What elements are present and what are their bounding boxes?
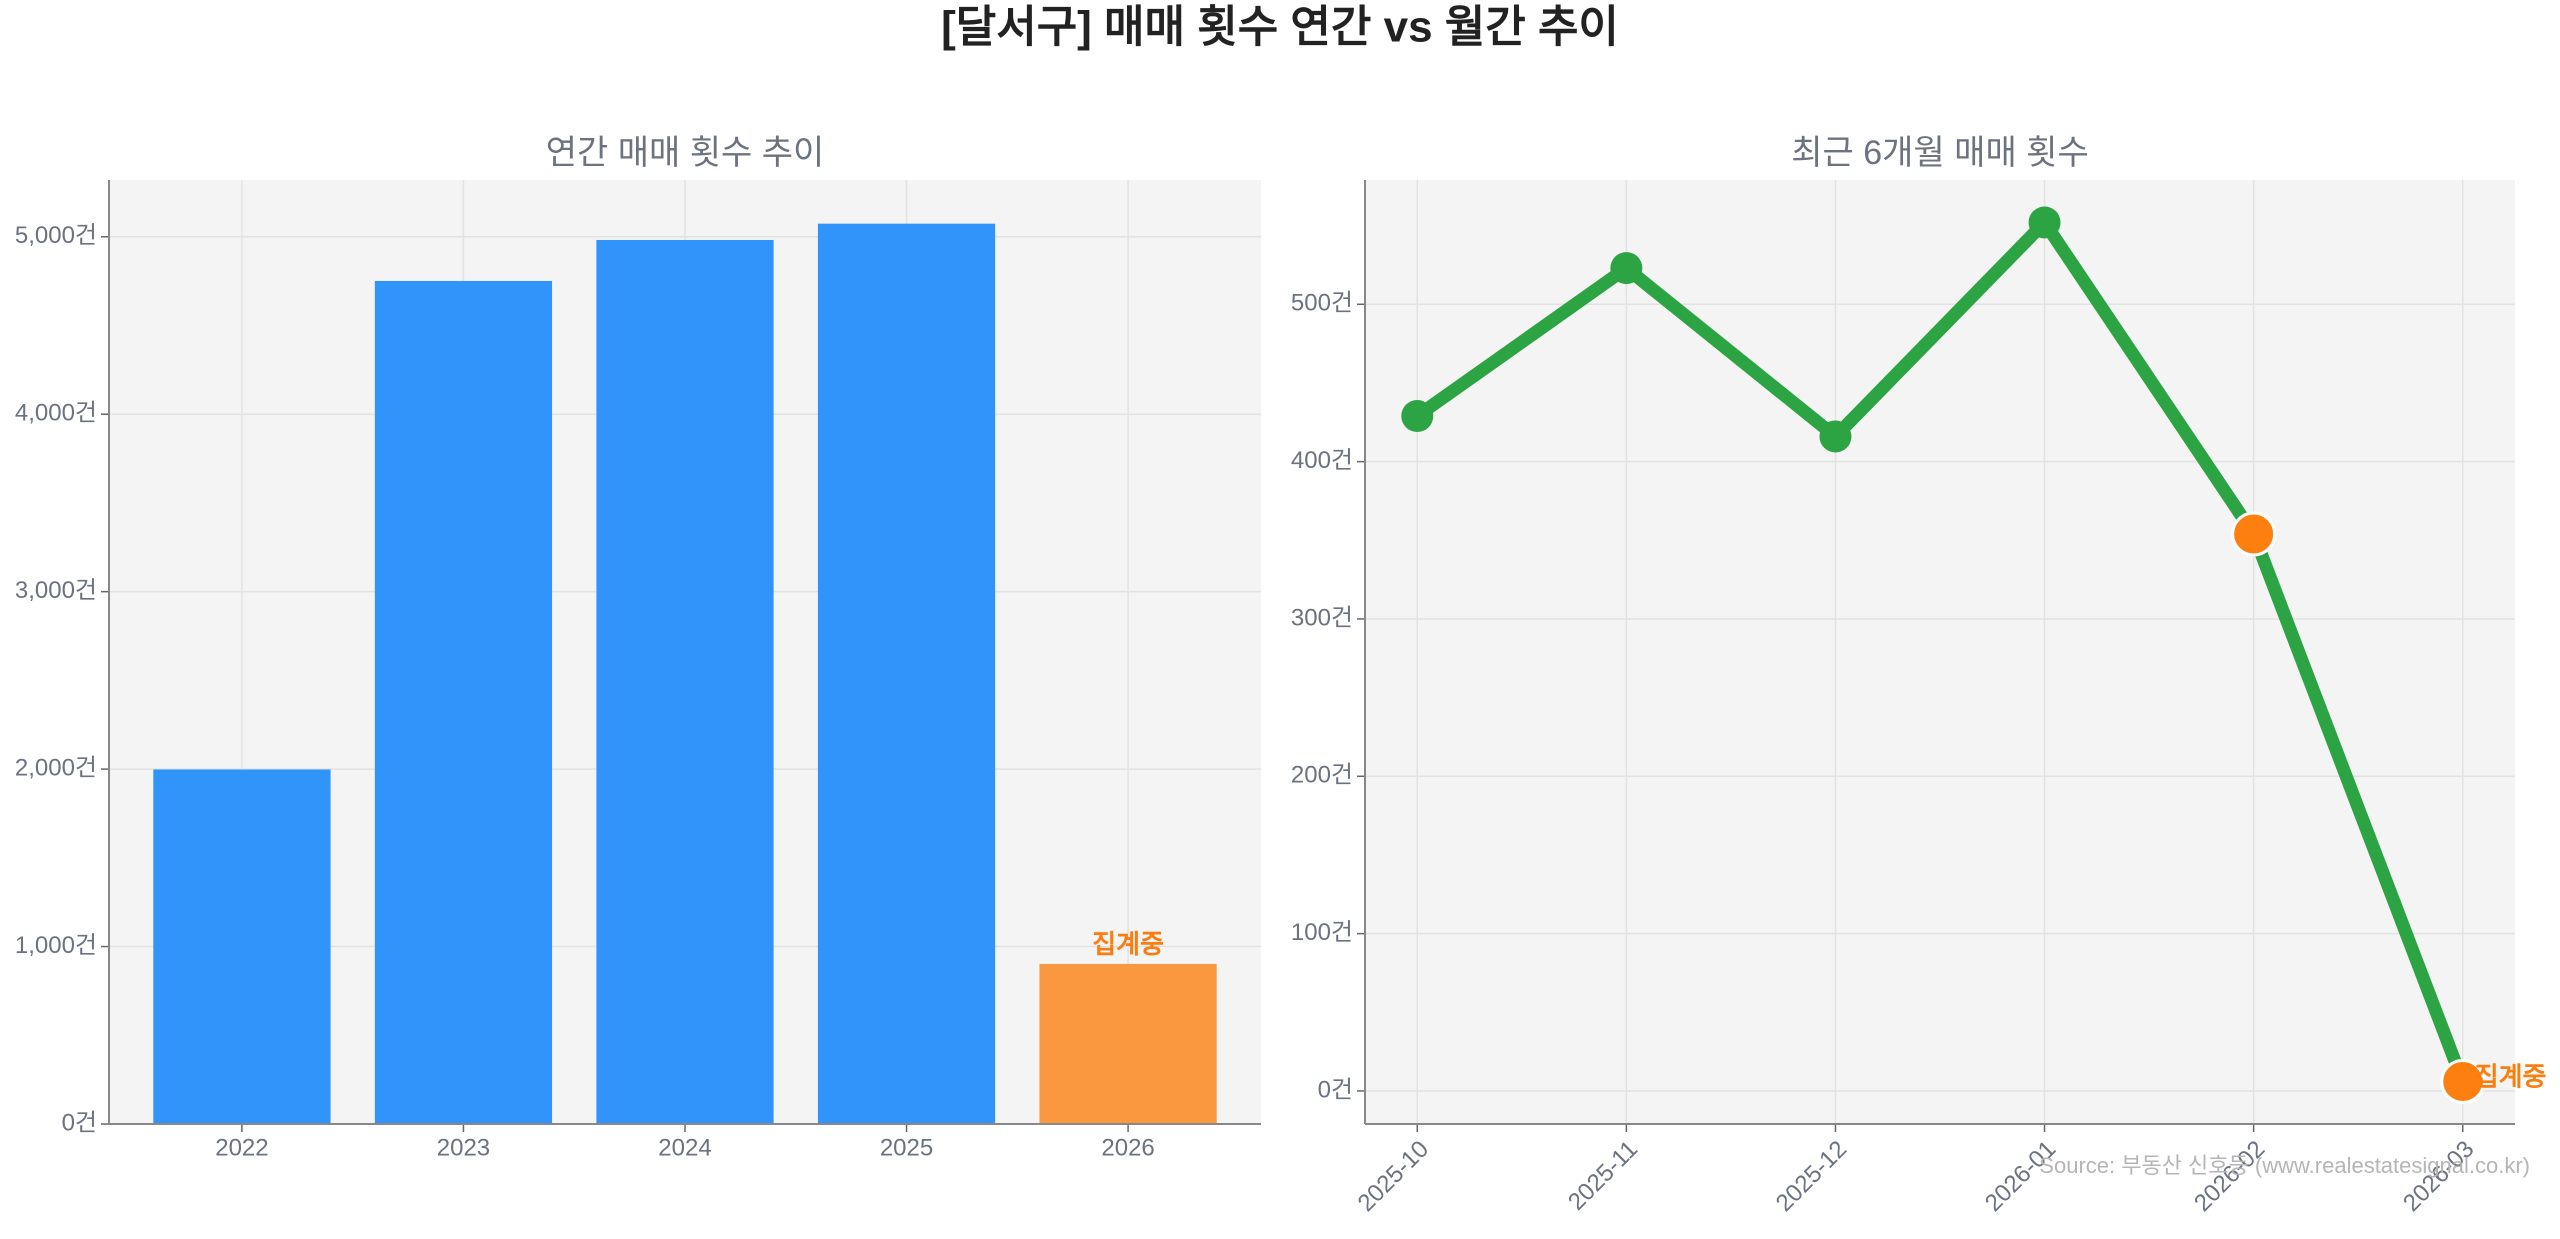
y-tick-label: 200건 xyxy=(1291,762,1353,789)
y-tick-label: 400건 xyxy=(1291,447,1353,474)
marker xyxy=(2028,206,2061,239)
y-tick-label: 300건 xyxy=(1291,604,1353,631)
annotation: 집계중 xyxy=(1092,929,1164,959)
x-tick-label: 2026 xyxy=(1101,1134,1154,1161)
x-tick-label: 2025 xyxy=(880,1134,933,1161)
bar xyxy=(374,280,553,1124)
marker xyxy=(2440,1059,2486,1105)
y-tick-label: 5,000건 xyxy=(15,222,97,249)
bar xyxy=(1039,963,1217,1124)
x-tick-label: 2025-11 xyxy=(1563,1136,1643,1216)
y-tick-label: 1,000건 xyxy=(15,932,97,959)
y-tick-label: 4,000건 xyxy=(15,400,97,427)
x-tick-label: 2022 xyxy=(215,1134,268,1161)
chart-title: 연간 매매 횟수 추이 xyxy=(546,134,825,172)
x-tick-label: 2024 xyxy=(658,1134,711,1161)
chart-title: 최근 6개월 매매 횟수 xyxy=(1791,134,2089,172)
y-tick-label: 100건 xyxy=(1291,919,1353,946)
marker xyxy=(1819,420,1852,453)
figure-title: [달서구] 매매 횟수 연간 vs 월간 추이 xyxy=(941,3,1619,52)
bar xyxy=(817,223,996,1124)
source-note: Source: 부동산 신호등 (www.realestatesignal.co… xyxy=(2039,1153,2530,1178)
x-tick-label: 2025-10 xyxy=(1353,1136,1434,1217)
marker xyxy=(1610,252,1643,285)
y-tick-label: 2,000건 xyxy=(15,754,97,781)
annotation: 집계중 xyxy=(2475,1061,2547,1091)
bar xyxy=(596,239,774,1124)
marker xyxy=(2231,511,2277,557)
y-tick-label: 3,000건 xyxy=(15,577,97,604)
x-tick-label: 2023 xyxy=(437,1134,490,1161)
y-tick-label: 0건 xyxy=(1318,1076,1353,1103)
marker xyxy=(1401,400,1434,432)
y-tick-label: 0건 xyxy=(62,1109,97,1136)
bar xyxy=(153,769,331,1124)
x-tick-label: 2025-12 xyxy=(1771,1136,1852,1217)
line xyxy=(1413,215,2469,1084)
y-tick-label: 500건 xyxy=(1291,290,1353,317)
